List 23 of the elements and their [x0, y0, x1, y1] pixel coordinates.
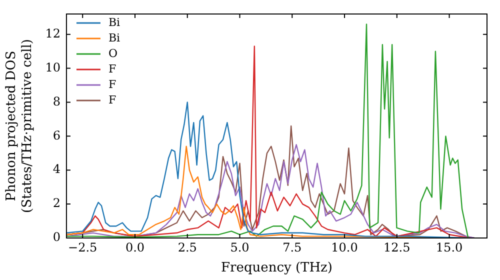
legend-label: Bi	[108, 31, 121, 44]
legend-label: F	[108, 62, 116, 76]
y-tick-label: 8	[52, 94, 60, 108]
legend-label: F	[108, 93, 116, 106]
y-tick-label: 12	[45, 26, 60, 40]
x-tick-label: 10.0	[331, 240, 358, 254]
legend-label: Bi	[108, 16, 121, 29]
x-tick-label: −2.5	[68, 240, 98, 254]
x-tick-label: 5.0	[230, 240, 250, 254]
x-axis-title: Frequency (THz)	[221, 260, 332, 276]
x-tick-label: 0.0	[125, 240, 145, 254]
legend-label: F	[108, 78, 116, 91]
y-tick-label: 2	[52, 196, 60, 210]
y-axis-title: Phonon projected DOS (States/THz·primitive cell)	[4, 38, 35, 214]
x-tick-label: 15.0	[436, 240, 463, 254]
x-tick-label: 12.5	[384, 240, 410, 254]
x-tick-label: 7.5	[282, 240, 302, 254]
legend-label: O	[108, 46, 118, 60]
y-tick-label: 6	[52, 128, 60, 142]
y-tick-label: 4	[52, 162, 61, 176]
y-tick-label: 10	[45, 60, 60, 74]
y-tick-label: 0	[52, 230, 60, 244]
x-tick-label: 2.5	[178, 240, 197, 254]
